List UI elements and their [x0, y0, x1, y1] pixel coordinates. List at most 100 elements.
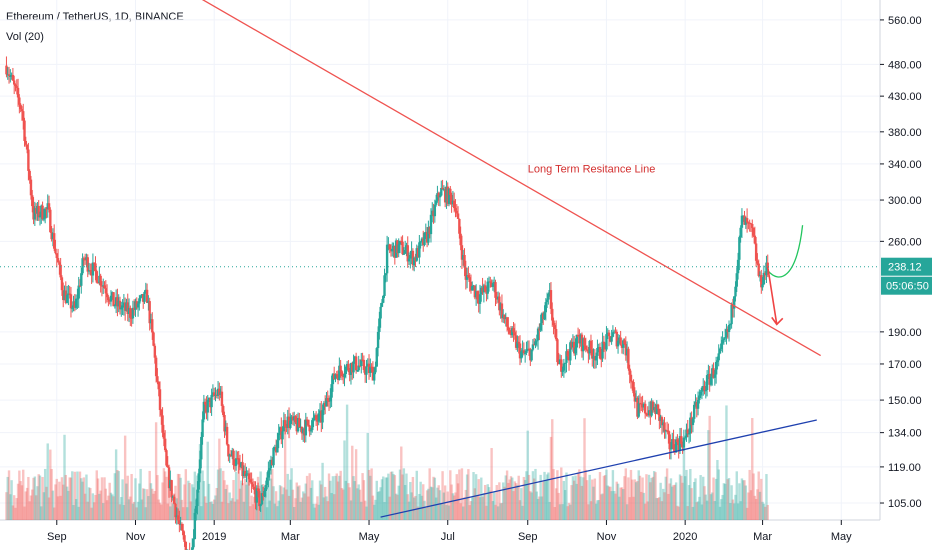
- y-tick-label: 150.00: [888, 395, 922, 407]
- volume-bar: [382, 476, 385, 520]
- volume-bar: [718, 506, 722, 520]
- candle-body: [468, 277, 471, 282]
- candle-body: [51, 233, 55, 240]
- candle-body: [290, 416, 293, 421]
- volume-bar: [278, 485, 282, 520]
- candle-body: [56, 258, 60, 263]
- volume-bar: [628, 497, 631, 520]
- candle-body: [702, 386, 705, 388]
- volume-bar: [587, 504, 590, 520]
- candle-body: [169, 480, 172, 489]
- volume-bar: [121, 479, 124, 520]
- volume-bar: [694, 478, 697, 520]
- volume-bar: [240, 480, 243, 520]
- candle-body: [287, 416, 291, 428]
- volume-bar: [680, 475, 683, 520]
- volume-bar: [340, 488, 344, 520]
- volume-bar: [11, 505, 15, 520]
- candle-body: [469, 281, 473, 291]
- volume-bar: [356, 488, 359, 520]
- candle-body: [277, 433, 280, 441]
- candle-body: [628, 368, 631, 375]
- volume-bar: [664, 476, 668, 520]
- volume-bar: [345, 404, 349, 520]
- volume-bar: [707, 430, 710, 520]
- volume-bar: [569, 504, 572, 520]
- candle-body: [383, 275, 386, 296]
- candle-body: [207, 397, 211, 400]
- resistance-trend-line[interactable]: [0, 0, 821, 357]
- candle-body: [100, 285, 104, 287]
- volume-bar: [551, 419, 554, 520]
- last-price-badge[interactable]: [881, 257, 932, 276]
- volume-bar: [163, 471, 167, 520]
- volume-bar: [290, 468, 293, 520]
- volume-bar: [383, 502, 386, 520]
- countdown-badge[interactable]: [881, 276, 932, 295]
- volume-bar: [662, 488, 665, 520]
- volume-bar: [633, 479, 637, 520]
- candle-body: [695, 402, 698, 409]
- candle-body: [179, 524, 182, 526]
- volume-bar: [761, 501, 764, 520]
- candle-body: [356, 370, 359, 372]
- volume-bar: [754, 499, 758, 520]
- candle-body: [178, 520, 181, 525]
- candle-body: [166, 465, 169, 468]
- candle-body: [574, 347, 577, 354]
- candle-body: [575, 334, 578, 348]
- volume-bar: [433, 477, 437, 520]
- volume-bar: [601, 493, 604, 520]
- candle-body: [265, 477, 269, 485]
- volume-bar: [738, 483, 741, 520]
- volume-bar: [477, 479, 480, 520]
- candle-body: [80, 273, 83, 286]
- candle-body: [371, 366, 375, 381]
- candle-body: [498, 296, 501, 311]
- candle-body: [123, 302, 127, 311]
- candle-body: [765, 262, 768, 276]
- bullish-projection-curve[interactable]: [767, 225, 804, 278]
- bearish-projection-arrow[interactable]: [766, 266, 778, 325]
- candle-body: [171, 496, 175, 498]
- candle-body: [282, 420, 286, 432]
- candle-body: [299, 426, 302, 428]
- candle-body: [676, 439, 679, 443]
- resistance-annotation[interactable]: Long Term Resitance Line: [528, 164, 656, 176]
- volume-bar: [486, 484, 489, 520]
- volume-bar: [418, 493, 421, 520]
- candle-body: [747, 222, 750, 224]
- volume-bar: [111, 494, 114, 520]
- candle-body: [130, 317, 133, 319]
- volume-indicator-label[interactable]: Vol (20): [6, 31, 44, 43]
- candle-body: [535, 340, 538, 342]
- volume-bar: [384, 477, 388, 520]
- volume-bar: [360, 501, 363, 520]
- volume-bar: [462, 506, 465, 520]
- volume-bar: [369, 475, 372, 520]
- volume-bar: [566, 506, 569, 520]
- volume-bar: [747, 492, 750, 520]
- volume-bar: [172, 493, 176, 520]
- volume-bar: [316, 496, 319, 520]
- volume-bar: [511, 477, 514, 520]
- volume-bar: [397, 485, 400, 520]
- candle-body: [580, 334, 584, 352]
- candle-body: [300, 426, 304, 434]
- volume-bar: [385, 477, 389, 520]
- support-trend-line[interactable]: [380, 419, 817, 518]
- candle-body: [214, 394, 217, 396]
- candle-body: [601, 341, 604, 359]
- volume-bar: [432, 476, 435, 520]
- candle-body: [432, 210, 435, 217]
- volume-bar: [125, 483, 128, 520]
- volume-bar: [65, 486, 69, 520]
- volume-bar: [367, 469, 371, 520]
- volume-bar: [704, 494, 708, 520]
- volume-bar: [593, 478, 597, 520]
- volume-bar: [527, 474, 531, 520]
- candle-body: [201, 419, 204, 437]
- candle-body: [562, 363, 566, 371]
- volume-bar: [663, 492, 666, 520]
